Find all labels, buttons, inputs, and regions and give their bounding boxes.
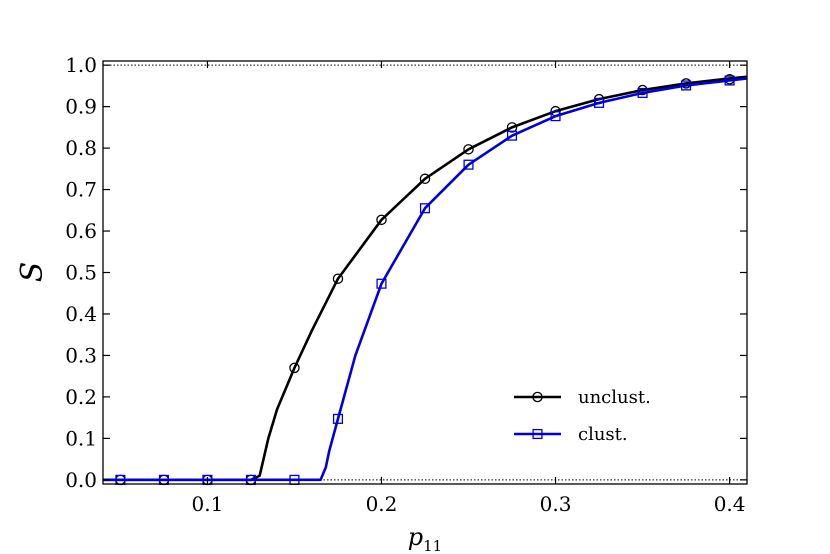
data-point: [332, 413, 344, 424]
data-point: [289, 362, 300, 374]
data-point: [463, 144, 474, 155]
y-tick-label: 0.8: [65, 136, 97, 160]
legend-label: clust.: [578, 424, 628, 445]
legend-marker: [532, 391, 543, 403]
y-tick-label: 0.4: [65, 302, 97, 326]
y-tick-label: 1.0: [65, 53, 97, 77]
data-point: [332, 273, 344, 284]
legend-label: unclust.: [578, 387, 651, 408]
data-point: [419, 173, 431, 185]
y-tick-label: 0.2: [65, 385, 97, 409]
y-tick-label: 0.5: [65, 261, 97, 285]
y-tick-label: 0.3: [65, 343, 97, 367]
legend-marker: [532, 428, 543, 440]
data-point: [506, 122, 518, 133]
reference-lines: [103, 64, 747, 481]
axis-tick-labels: 0.1 0.2 0.3 0.4 0.0 0.1 0.2 0.3 0.4 0.5 0.6 0.7 0.8 0…: [65, 53, 745, 516]
data-point: [376, 214, 387, 226]
y-tick-label: 0.7: [65, 178, 97, 202]
x-axis-label-subscript: 11: [423, 537, 442, 554]
data-point: [506, 130, 518, 141]
x-tick-label: 0.2: [366, 492, 398, 516]
axis-ticks: [103, 61, 747, 484]
y-tick-label: 0.6: [65, 219, 97, 243]
data-point: [376, 278, 387, 289]
x-tick-label: 0.3: [540, 492, 572, 516]
data-point: [637, 87, 648, 98]
data-point: [419, 203, 431, 214]
legend: unclust. clust.: [514, 387, 651, 445]
y-axis-label: S: [15, 262, 50, 283]
y-tick-label: 0.9: [65, 95, 97, 119]
x-tick-label: 0.1: [192, 492, 224, 516]
data-point: [463, 159, 474, 170]
y-tick-label: 0.1: [65, 426, 97, 450]
data-point: [550, 111, 561, 122]
series-layer: [103, 73, 748, 486]
y-tick-label: 0.0: [65, 468, 97, 492]
data-point: [724, 75, 735, 86]
x-axis-label-main: p: [408, 523, 423, 551]
data-point: [681, 80, 692, 91]
x-tick-label: 0.4: [714, 492, 746, 516]
data-point: [594, 97, 605, 108]
series-line: [103, 77, 748, 482]
x-axis-label: p11: [408, 523, 442, 554]
